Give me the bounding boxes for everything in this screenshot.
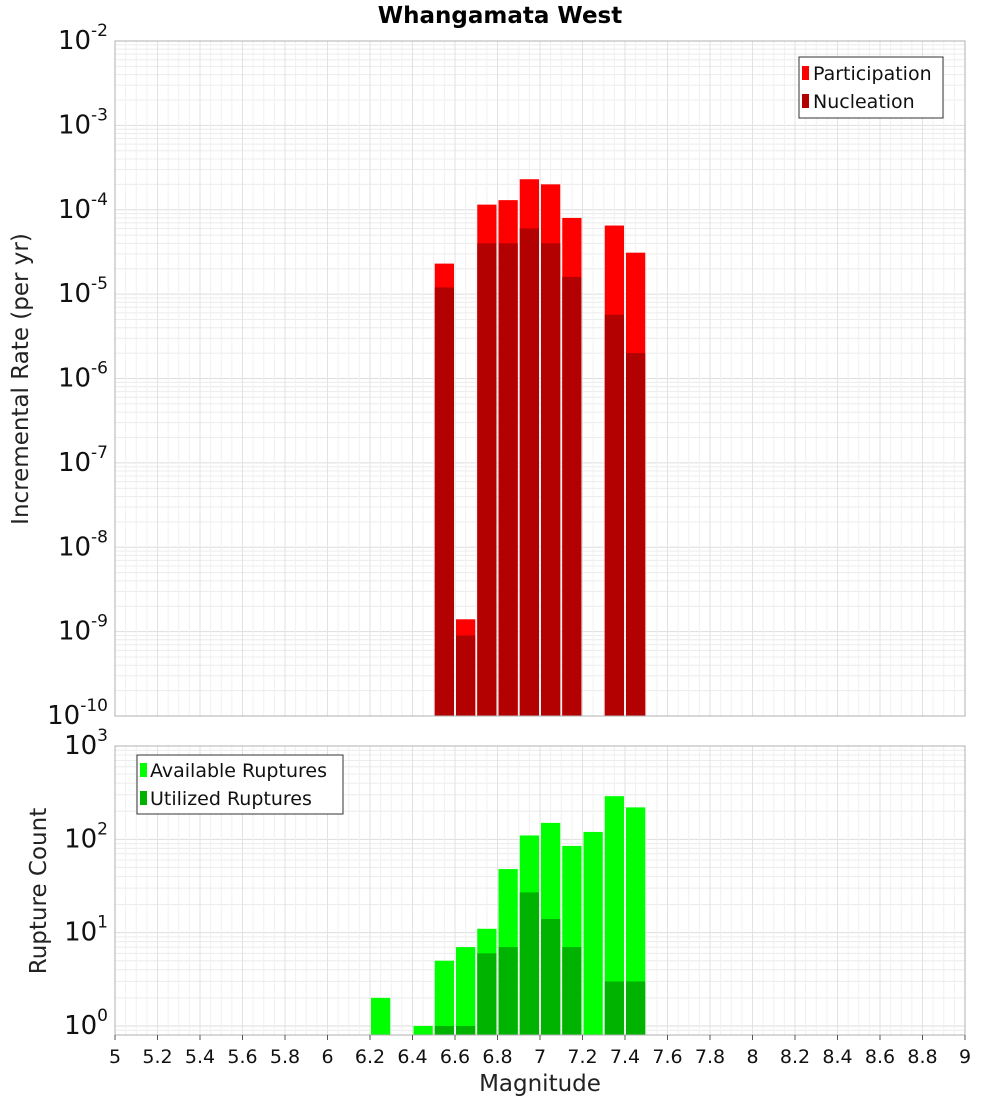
bar-available-ruptures [583,831,603,1035]
x-tick-label: 6.2 [355,1046,385,1068]
x-tick-label: 5.2 [142,1046,172,1068]
x-tick-label: 5.6 [227,1046,257,1068]
y-tick-label: 10-2 [58,21,108,56]
x-axis-title: Magnitude [479,1071,601,1097]
y-tick-label: 101 [64,913,108,948]
bar-nucleation [562,276,582,716]
count-legend-box [136,754,344,815]
y-tick-label: 10-5 [58,274,108,309]
legend-swatch-nucleation [802,94,809,108]
x-tick-label: 5 [109,1046,121,1068]
legend-label-nucleation: Nucleation [813,91,915,113]
y-tick-label: 10-9 [58,612,108,647]
rate-gridlines [114,40,966,717]
count-y-ticks: 100 101 102 103 [64,726,108,1041]
bar-nucleation [456,635,476,716]
bar-utilized-ruptures [477,953,497,1035]
y-tick-label: 102 [64,819,108,854]
x-tick-label: 5.8 [270,1046,300,1068]
x-tick-label: 7.6 [652,1046,682,1068]
count-bars [371,796,646,1035]
bar-available-ruptures [626,807,646,1035]
x-tick-label: 8 [746,1046,758,1068]
y-tick-label: 10-4 [58,190,108,225]
x-tick-label: 8.2 [780,1046,810,1068]
bar-utilized-ruptures [498,947,518,1035]
bar-utilized-ruptures [519,892,539,1035]
rate-legend-box [798,56,944,119]
y-tick-label: 10-3 [58,105,108,140]
x-tick-label: 7.4 [610,1046,640,1068]
x-tick-label: 6.6 [440,1046,470,1068]
legend-swatch-utilized [140,791,147,805]
y-tick-label: 10-8 [58,527,108,562]
x-tick-label: 6.4 [397,1046,427,1068]
bar-utilized-ruptures [434,1025,454,1035]
chart-title: Whangamata West [378,3,622,29]
bar-available-ruptures [434,960,454,1035]
y-tick-label: 10-10 [47,696,108,731]
legend-swatch-participation [802,66,809,80]
bar-utilized-ruptures [604,981,624,1035]
bar-nucleation [477,243,497,717]
bar-nucleation [498,243,518,717]
bar-nucleation [519,228,539,716]
rate-plot-border [114,40,966,717]
rate-y-ticks: 10-10 10-9 10-8 10-7 10-6 10-5 10-4 10-3 10-2 [47,21,108,731]
bar-nucleation [604,314,624,716]
x-tick-label: 8.4 [822,1046,852,1068]
x-tick-label: 8.8 [907,1046,937,1068]
x-tick-label: 7.2 [567,1046,597,1068]
bar-available-ruptures [413,1025,433,1035]
x-axis-ticks: 5 5.2 5.4 5.6 5.8 6 6.2 6.4 6.6 6.8 7 7.2 7.4 7.6 7.8 8… [109,1035,971,1068]
bar-utilized-ruptures [626,981,646,1035]
bar-utilized-ruptures [541,919,561,1035]
y-tick-label: 100 [64,1006,108,1041]
y-tick-label: 10-7 [58,443,108,478]
rate-legend: Participation Nucleation [798,56,944,119]
count-legend: Available Ruptures Utilized Ruptures [136,754,344,815]
bar-nucleation [434,287,454,716]
x-tick-label: 6.8 [482,1046,512,1068]
bar-available-ruptures [604,796,624,1035]
bar-utilized-ruptures [562,947,582,1035]
y-tick-label: 10-6 [58,359,108,394]
legend-label-utilized: Utilized Ruptures [150,788,312,810]
bar-nucleation [541,243,561,717]
x-tick-label: 9 [959,1046,971,1068]
x-tick-label: 5.4 [185,1046,215,1068]
x-tick-label: 6 [321,1046,333,1068]
bar-available-ruptures [371,997,391,1035]
rate-panel: 10-10 10-9 10-8 10-7 10-6 10-5 10-4 10-3 10-2 In… [8,21,966,731]
rate-y-axis-title: Incremental Rate (per yr) [8,233,34,525]
legend-label-available: Available Ruptures [150,760,327,782]
bar-available-ruptures [456,947,476,1035]
count-y-axis-title: Rupture Count [26,808,52,974]
y-tick-label: 103 [64,726,108,761]
legend-swatch-available [140,763,147,777]
bar-nucleation [626,353,646,716]
bar-utilized-ruptures [456,1025,476,1035]
count-panel: 100 101 102 103 5 5.2 5.4 5.6 5.8 6 6.2 6.4 6.6 6.8 7… [26,726,971,1097]
x-tick-label: 7 [534,1046,546,1068]
rate-bars [434,179,646,717]
legend-label-participation: Participation [813,63,932,85]
x-tick-label: 7.8 [695,1046,725,1068]
x-tick-label: 8.6 [865,1046,895,1068]
